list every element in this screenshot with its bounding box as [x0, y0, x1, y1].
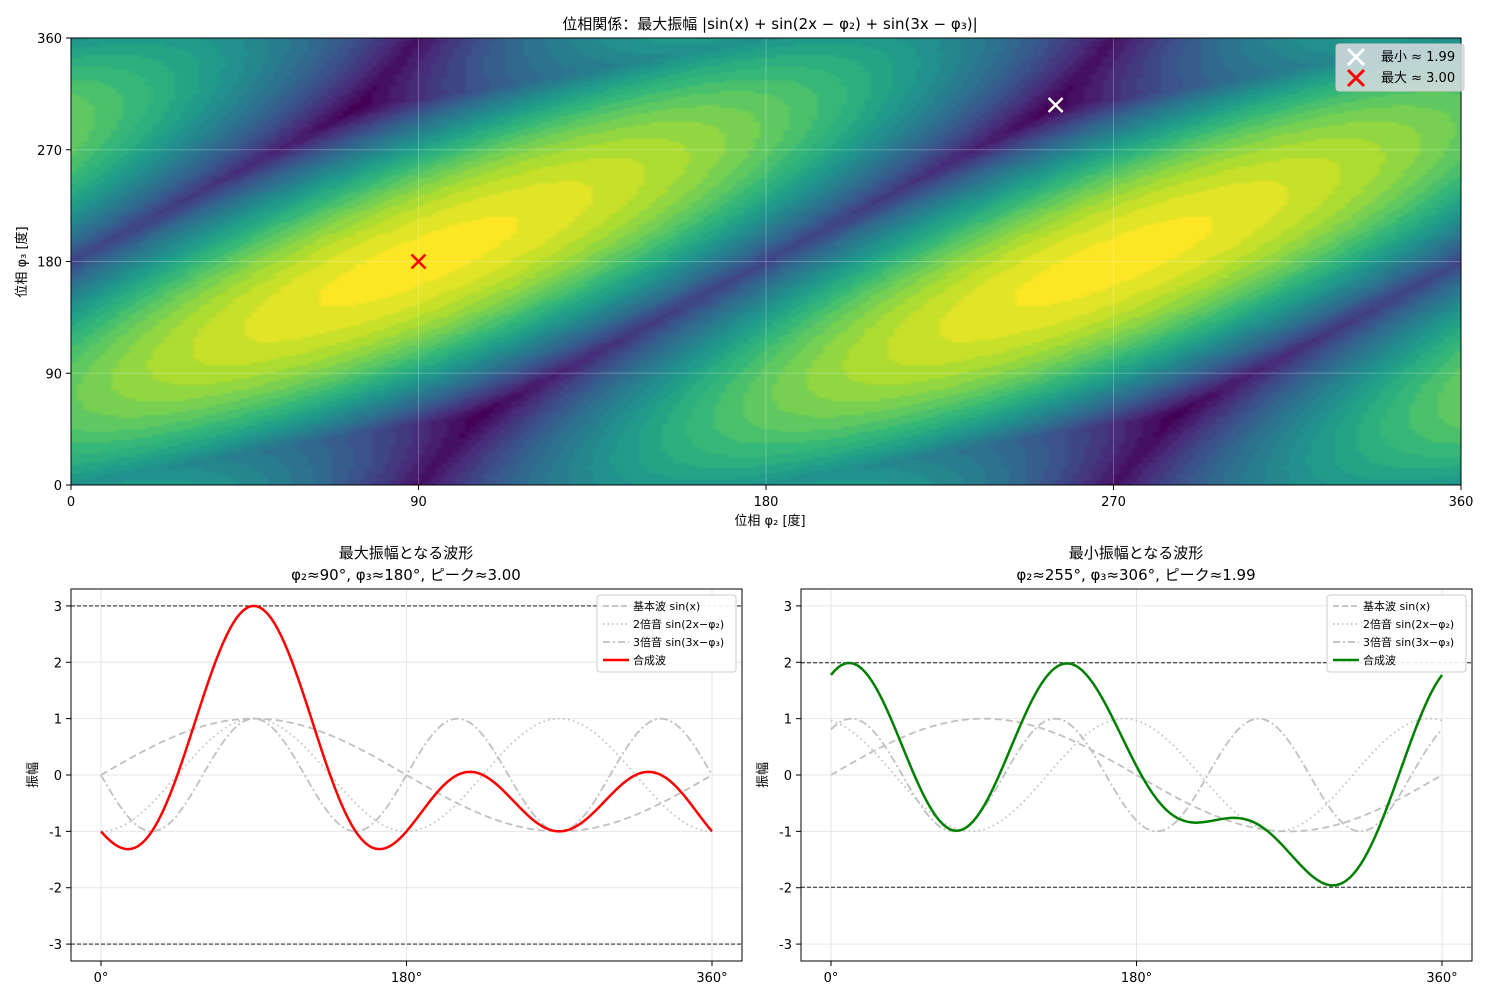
max-panel-y-tick-label: 3 — [54, 600, 62, 615]
heatmap-y-label: 位相 φ₃ [度] — [14, 226, 30, 297]
min-waveform-panel: 最小振幅となる波形 φ₂≈255°, φ₃≈306°, ピーク≈1.99 振幅 … — [756, 544, 1473, 986]
heatmap-markers — [410, 97, 1064, 270]
legend-2nd-harmonic-label: 2倍音 sin(2x−φ₂) — [633, 617, 724, 631]
legend-3rd-harmonic-label: 3倍音 sin(3x−φ₃) — [633, 635, 724, 649]
marker-stroke — [1047, 97, 1064, 113]
max-panel-y-tick-label: -1 — [49, 825, 62, 840]
heatmap-y-tick-label: 360 — [37, 32, 62, 47]
legend-3rd-harmonic-label: 3倍音 sin(3x−φ₃) — [1363, 635, 1454, 649]
min-panel-x-tick-label: 180° — [1121, 971, 1152, 986]
max-panel-y-tick-label: -2 — [49, 882, 62, 897]
max-panel-x-tick-label: 0° — [94, 971, 109, 986]
min-panel-y-tick-label: -2 — [779, 882, 792, 897]
min-panel-series — [830, 661, 1444, 887]
max-waveform-panel: 最大振幅となる波形 φ₂≈90°, φ₃≈180°, ピーク≈3.00 振幅 0… — [26, 544, 743, 986]
max-panel-y-tick-label: -3 — [49, 938, 62, 953]
legend-fundamental-label: 基本波 sin(x) — [1363, 599, 1430, 613]
legend-composite-label: 合成波 — [633, 653, 666, 667]
min-panel-title-line1: 最小振幅となる波形 — [1069, 544, 1204, 562]
heatmap-y-tick-label: 180 — [37, 256, 62, 271]
heatmap-title: 位相関係：最大振幅 |sin(x) + sin(2x − φ₂) + sin(3… — [562, 15, 977, 33]
max-panel-y-tick-label: 1 — [54, 713, 62, 728]
legend-composite-label: 合成波 — [1363, 653, 1396, 667]
heatmap-x-tick-label: 180 — [754, 495, 779, 510]
min-panel-title-line2: φ₂≈255°, φ₃≈306°, ピーク≈1.99 — [1016, 566, 1255, 584]
max-amplitude-marker — [410, 253, 427, 270]
heatmap-y-tick-label: 270 — [37, 144, 62, 159]
max-panel-x-ticks: 0° 180° 360° — [94, 961, 728, 986]
heatmap-x-ticks: 0 90 180 270 360 — [67, 485, 1474, 510]
max-panel-fundamental-line — [100, 717, 713, 833]
max-panel-composite-line — [100, 604, 713, 851]
max-panel-legend: 基本波 sin(x) 2倍音 sin(2x−φ₂) 3倍音 sin(3x−φ₃)… — [596, 594, 737, 673]
heatmap-x-tick-label: 0 — [67, 495, 75, 510]
heatmap-panel: 位相関係：最大振幅 |sin(x) + sin(2x − φ₂) + sin(3… — [14, 15, 1473, 529]
legend-fundamental-label: 基本波 sin(x) — [633, 599, 700, 613]
marker-stroke — [410, 253, 427, 270]
max-panel-x-tick-label: 180° — [391, 971, 422, 986]
min-panel-2nd-harmonic-line — [830, 717, 1443, 833]
max-panel-series — [100, 604, 713, 851]
heatmap-legend: 最小 ≈ 1.99 最大 ≈ 3.00 — [1335, 43, 1465, 92]
legend-max-marker — [1346, 68, 1366, 88]
legend-min-marker — [1346, 47, 1366, 67]
heatmap-x-label: 位相 φ₂ [度] — [734, 513, 805, 529]
min-panel-y-label: 振幅 — [756, 762, 771, 788]
max-panel-3rd-harmonic-line — [100, 717, 713, 833]
heatmap-image — [71, 38, 1461, 485]
max-panel-y-ticks: -3 -2 -1 0 1 2 3 — [49, 600, 71, 953]
max-panel-title-line1: 最大振幅となる波形 — [339, 544, 474, 562]
min-panel-y-tick-label: 3 — [784, 600, 792, 615]
max-panel-title-line2: φ₂≈90°, φ₃≈180°, ピーク≈3.00 — [291, 566, 521, 584]
min-panel-x-tick-label: 0° — [824, 971, 839, 986]
max-panel-x-tick-label: 360° — [696, 971, 727, 986]
min-panel-y-ticks: -3 -2 -1 0 1 2 3 — [779, 600, 801, 953]
heatmap-x-tick-label: 90 — [410, 495, 427, 510]
min-panel-y-tick-label: 2 — [784, 656, 792, 671]
min-panel-x-ticks: 0° 180° 360° — [824, 961, 1458, 986]
heatmap-y-tick-label: 0 — [54, 479, 62, 494]
min-panel-y-tick-label: -3 — [779, 938, 792, 953]
min-panel-y-tick-label: 0 — [784, 769, 792, 784]
min-panel-y-tick-label: -1 — [779, 825, 792, 840]
legend-2nd-harmonic-label: 2倍音 sin(2x−φ₂) — [1363, 617, 1454, 631]
min-panel-composite-line — [830, 661, 1444, 887]
heatmap-y-ticks: 0 90 180 270 360 — [37, 32, 71, 494]
min-panel-y-tick-label: 1 — [784, 713, 792, 728]
min-amplitude-marker — [1047, 97, 1064, 113]
max-panel-y-tick-label: 0 — [54, 769, 62, 784]
min-panel-3rd-harmonic-line — [830, 717, 1443, 833]
max-panel-y-label: 振幅 — [26, 762, 41, 788]
max-panel-y-tick-label: 2 — [54, 656, 62, 671]
heatmap-x-tick-label: 270 — [1101, 495, 1126, 510]
min-panel-x-tick-label: 360° — [1426, 971, 1457, 986]
legend-min-label: 最小 ≈ 1.99 — [1381, 50, 1455, 65]
heatmap-y-tick-label: 90 — [45, 367, 62, 382]
legend-max-label: 最大 ≈ 3.00 — [1381, 71, 1455, 86]
min-panel-fundamental-line — [830, 717, 1443, 833]
heatmap-x-tick-label: 360 — [1449, 495, 1474, 510]
min-panel-legend: 基本波 sin(x) 2倍音 sin(2x−φ₂) 3倍音 sin(3x−φ₃)… — [1326, 594, 1467, 673]
